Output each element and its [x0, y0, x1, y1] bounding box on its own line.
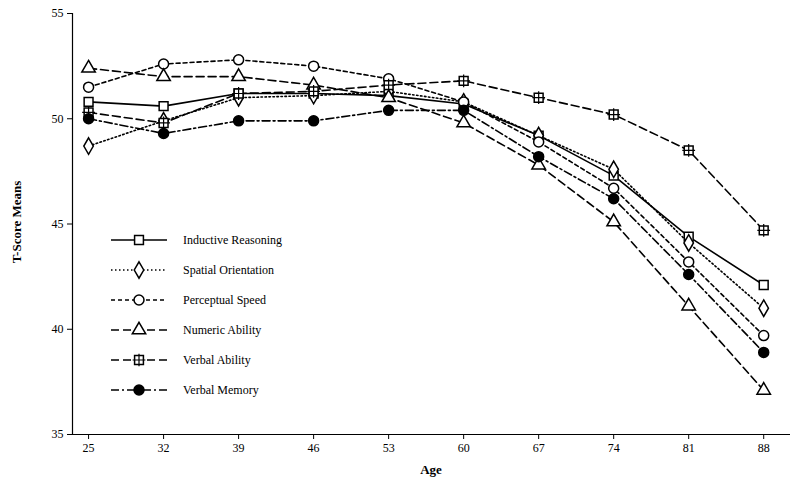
svg-text:Verbal Memory: Verbal Memory	[183, 383, 259, 397]
svg-text:35: 35	[52, 427, 64, 441]
svg-text:25: 25	[83, 441, 95, 455]
svg-text:88: 88	[758, 441, 770, 455]
svg-text:Spatial Orientation: Spatial Orientation	[183, 263, 274, 277]
svg-text:Verbal Ability: Verbal Ability	[183, 353, 251, 367]
svg-text:50: 50	[52, 112, 64, 126]
svg-text:32: 32	[158, 441, 170, 455]
svg-text:81: 81	[683, 441, 695, 455]
svg-text:39: 39	[233, 441, 245, 455]
svg-text:55: 55	[52, 6, 64, 20]
svg-text:46: 46	[308, 441, 320, 455]
svg-text:45: 45	[52, 217, 64, 231]
svg-text:Perceptual Speed: Perceptual Speed	[183, 293, 266, 307]
svg-text:60: 60	[458, 441, 470, 455]
svg-text:40: 40	[52, 322, 64, 336]
svg-text:53: 53	[383, 441, 395, 455]
svg-text:67: 67	[533, 441, 545, 455]
svg-text:74: 74	[608, 441, 620, 455]
html-text:T-Score Means: T-Score Means	[9, 180, 24, 264]
svg-text:Numeric Ability: Numeric Ability	[183, 323, 261, 337]
svg-text:Inductive Reasoning: Inductive Reasoning	[183, 233, 282, 247]
html-text:Age: Age	[420, 462, 442, 477]
